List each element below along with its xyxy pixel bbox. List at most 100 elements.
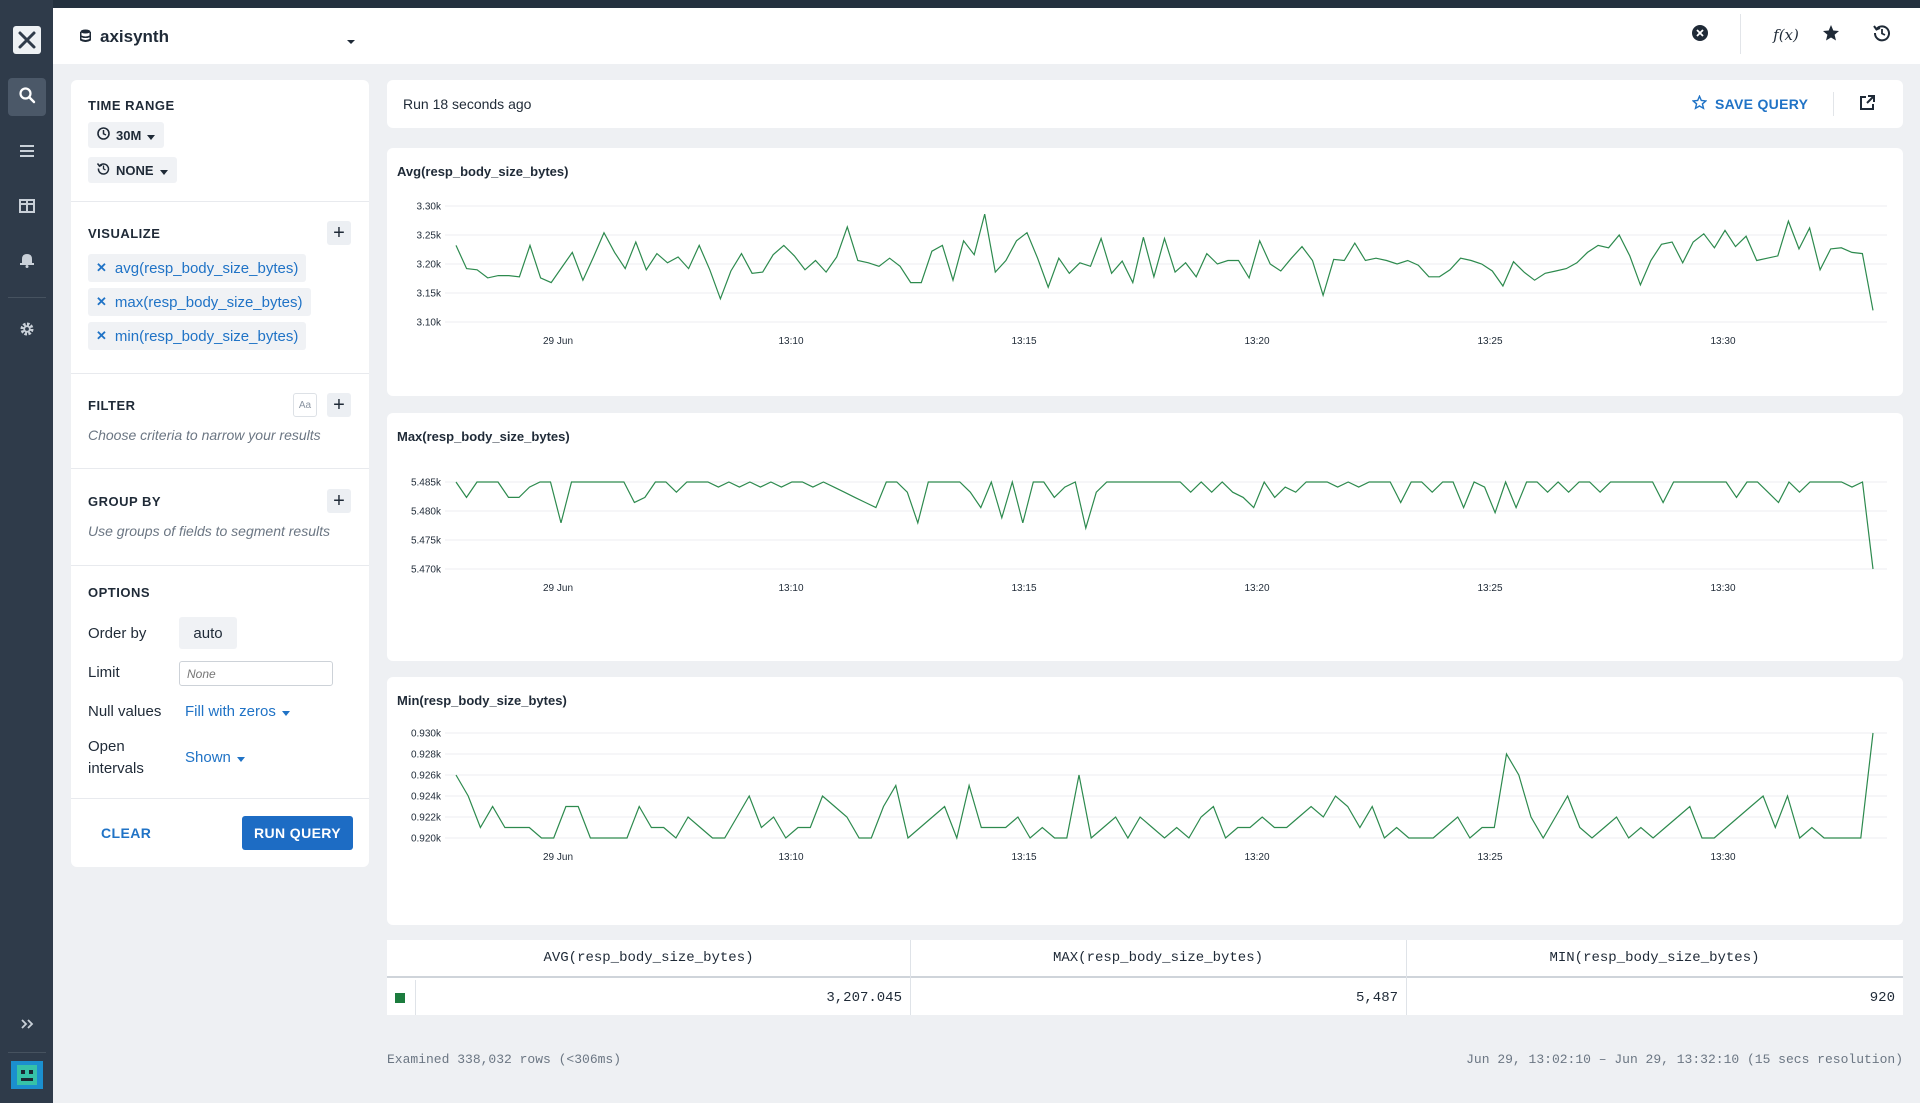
x-tick-label: 13:20 — [1244, 336, 1269, 347]
x-tick-label: 13:30 — [1710, 336, 1735, 347]
x-tick-label: 13:10 — [778, 583, 803, 594]
rail-divider — [8, 297, 46, 298]
x-tick-label: 29 Jun — [543, 583, 573, 594]
rail-divider — [8, 1052, 46, 1053]
user-avatar[interactable] — [11, 1061, 43, 1089]
null-values-value: Fill with zeros — [185, 703, 276, 720]
x-tick-label: 13:10 — [778, 336, 803, 347]
results-table: AVG(resp_body_size_bytes) MAX(resp_body_… — [387, 940, 1903, 1015]
clock-icon — [97, 127, 110, 143]
avg-line-chart[interactable]: 3.30k 3.25k 3.20k 3.15k 3.10k 29 Jun 13:10 13:1… — [387, 148, 1903, 396]
nav-query-button[interactable] — [8, 78, 46, 116]
run-status: Run 18 seconds ago — [403, 96, 532, 112]
time-range-dropdown[interactable]: 30M — [88, 122, 165, 148]
x-tick-label: 29 Jun — [543, 852, 573, 863]
section-divider — [71, 201, 369, 202]
section-divider — [71, 565, 369, 566]
nav-dashboards-button[interactable] — [8, 189, 46, 227]
plus-icon: + — [333, 221, 345, 244]
clear-query-button[interactable] — [1687, 22, 1713, 48]
y-tick-label: 3.30k — [417, 202, 442, 213]
y-tick-label: 0.930k — [411, 729, 442, 740]
chevron-down-icon — [147, 128, 156, 143]
y-tick-label: 5.475k — [411, 536, 442, 547]
visualization-item[interactable]: ✕ max(resp_body_size_bytes) — [88, 288, 311, 316]
x-tick-label: 13:25 — [1477, 336, 1502, 347]
window-top-strip — [0, 0, 1920, 8]
clear-icon — [1691, 24, 1709, 46]
y-tick-label: 3.10k — [417, 318, 442, 329]
table-cell: 3,207.045 — [826, 989, 902, 1006]
results-toolbar: Run 18 seconds ago SAVE QUERY — [387, 80, 1903, 128]
open-intervals-dropdown[interactable]: Shown — [185, 749, 245, 766]
chart-card: Max(resp_body_size_bytes) 5.485k 5.480k 5.… — [387, 413, 1903, 661]
share-button[interactable] — [1858, 94, 1876, 117]
y-tick-label: 3.15k — [417, 289, 442, 300]
chevron-down-icon — [159, 163, 168, 178]
x-tick-label: 13:25 — [1477, 583, 1502, 594]
compare-dropdown[interactable]: NONE — [88, 157, 177, 183]
min-line-chart[interactable]: 0.930k 0.928k 0.926k 0.924k 0.922k 0.920k 29 J… — [387, 677, 1903, 925]
chart-card: Avg(resp_body_size_bytes) 3.30k 3.25k 3.20… — [387, 148, 1903, 396]
open-intervals-label: Open — [88, 738, 125, 755]
order-by-select[interactable]: auto — [179, 617, 237, 649]
y-tick-label: 5.470k — [411, 565, 442, 576]
share-icon — [1858, 95, 1876, 116]
null-values-label: Null values — [88, 703, 162, 720]
table-header[interactable]: MAX(resp_body_size_bytes) — [910, 940, 1406, 978]
x-tick-label: 13:15 — [1011, 583, 1036, 594]
case-sensitive-toggle[interactable]: Aa — [293, 393, 317, 417]
max-line-chart[interactable]: 5.485k 5.480k 5.475k 5.470k 29 Jun 13:10 13:15… — [387, 413, 1903, 661]
add-group-by-button[interactable]: + — [327, 489, 351, 513]
y-tick-label: 5.485k — [411, 478, 442, 489]
remove-icon[interactable]: ✕ — [96, 294, 107, 309]
x-tick-label: 13:30 — [1710, 583, 1735, 594]
visualization-label: max(resp_body_size_bytes) — [114, 293, 303, 311]
expand-rail-button[interactable] — [8, 1007, 46, 1045]
save-query-label: SAVE QUERY — [1715, 96, 1809, 112]
remove-icon[interactable]: ✕ — [96, 328, 107, 343]
time-range-value: 30M — [116, 127, 142, 143]
table-header[interactable]: AVG(resp_body_size_bytes) — [387, 940, 910, 978]
filter-title: FILTER — [88, 398, 136, 413]
nav-settings-button[interactable] — [8, 312, 46, 350]
remove-icon[interactable]: ✕ — [96, 260, 107, 275]
list-icon — [19, 144, 35, 163]
filter-hint: Choose criteria to narrow your results — [88, 427, 321, 443]
save-query-button[interactable]: SAVE QUERY — [1691, 94, 1809, 113]
visualization-item[interactable]: ✕ avg(resp_body_size_bytes) — [88, 254, 307, 282]
nav-stream-button[interactable] — [8, 134, 46, 172]
y-tick-label: 0.922k — [411, 813, 442, 824]
x-tick-label: 13:20 — [1244, 852, 1269, 863]
chevron-down-icon[interactable] — [346, 32, 356, 50]
column-divider — [1406, 940, 1407, 1015]
clear-button[interactable]: CLEAR — [101, 825, 152, 841]
query-time-range: Jun 29, 13:02:10 – Jun 29, 13:32:10 (15 … — [1466, 1052, 1903, 1067]
function-button[interactable]: f(x) — [1766, 22, 1806, 48]
query-builder-panel: TIME RANGE 30M NONE VISUALIZE + ✕ avg(re… — [71, 80, 369, 867]
dataset-name: axisynth — [100, 27, 169, 46]
toolbar-divider — [1833, 92, 1834, 116]
query-history-button[interactable] — [1869, 22, 1895, 48]
limit-input[interactable] — [179, 661, 333, 686]
visualization-label: min(resp_body_size_bytes) — [114, 327, 299, 345]
header-divider — [1740, 14, 1741, 54]
chart-card: Min(resp_body_size_bytes) 0.930k 0.928k 0.… — [387, 677, 1903, 925]
y-tick-label: 0.920k — [411, 834, 442, 845]
table-header[interactable]: MIN(resp_body_size_bytes) — [1406, 940, 1903, 978]
y-tick-label: 0.926k — [411, 771, 442, 782]
star-outline-icon — [1691, 94, 1708, 113]
run-query-button[interactable]: RUN QUERY — [242, 816, 353, 850]
order-by-label: Order by — [88, 625, 147, 642]
visualization-item[interactable]: ✕ min(resp_body_size_bytes) — [88, 322, 307, 350]
top-header — [53, 8, 1920, 64]
starred-queries-button[interactable] — [1818, 22, 1844, 48]
dataset-selector[interactable]: axisynth — [79, 27, 169, 47]
add-visualization-button[interactable]: + — [327, 221, 351, 245]
plus-icon: + — [333, 489, 345, 512]
app-logo-icon[interactable] — [13, 26, 41, 54]
null-values-dropdown[interactable]: Fill with zeros — [185, 703, 290, 720]
add-filter-button[interactable]: + — [327, 393, 351, 417]
nav-monitors-button[interactable] — [8, 243, 46, 281]
x-tick-label: 29 Jun — [543, 336, 573, 347]
